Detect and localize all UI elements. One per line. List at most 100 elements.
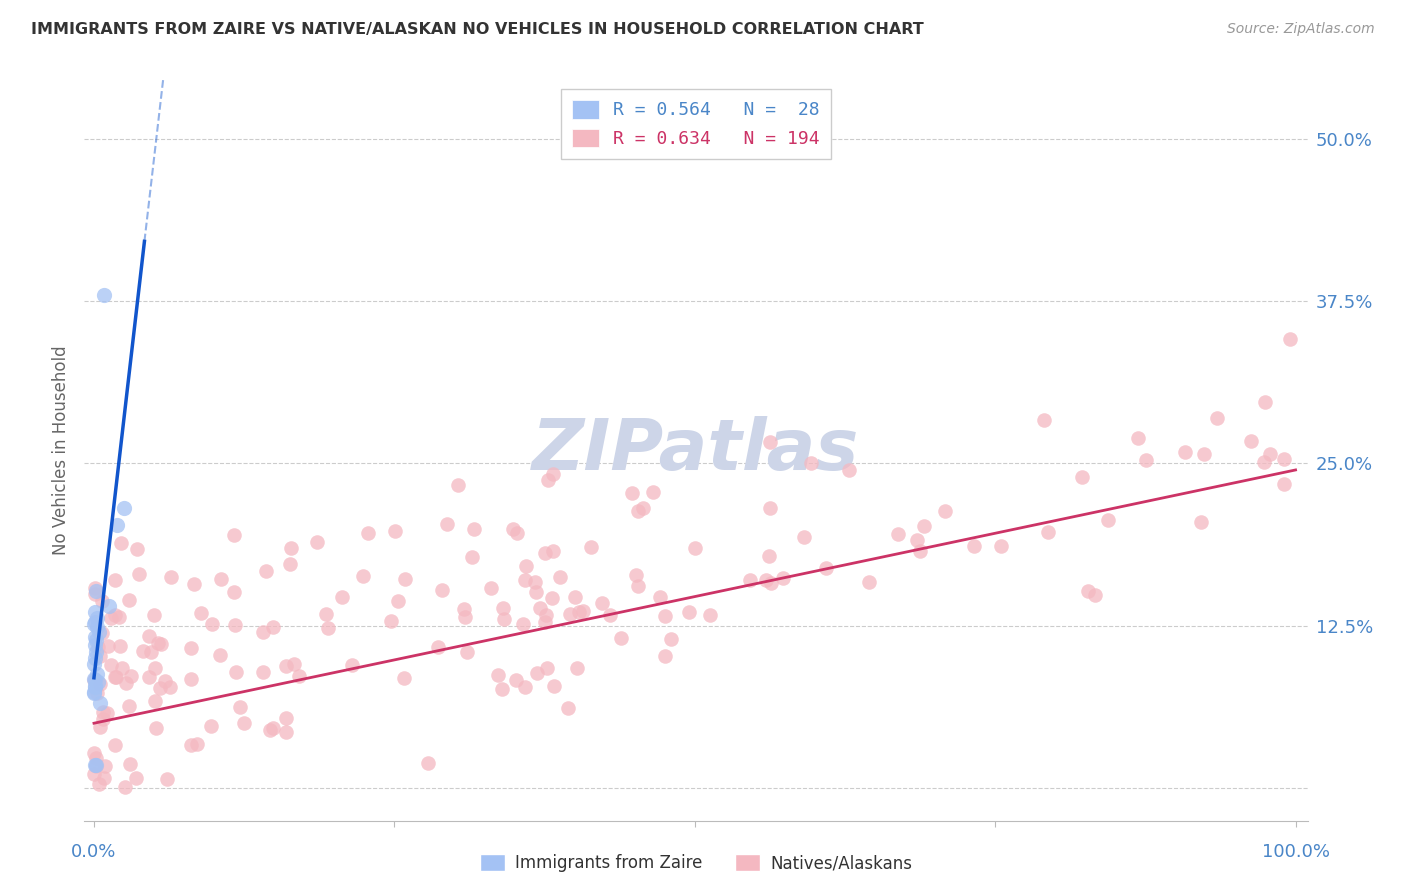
Point [447, 478, 470, 492]
Point [86, 583, 108, 598]
Point [491, 682, 513, 697]
Point [104, 670, 127, 684]
Point [87, 777, 110, 791]
Point [83, 766, 105, 780]
Point [232, 716, 254, 731]
Point [492, 600, 515, 615]
Point [104, 574, 127, 588]
Point [128, 567, 150, 582]
Point [86, 666, 108, 681]
Point [180, 673, 202, 687]
Point [515, 680, 537, 694]
Point [91, 705, 114, 719]
Point [1240, 434, 1263, 448]
Point [1097, 513, 1119, 527]
Point [772, 571, 794, 585]
Point [543, 544, 565, 558]
Point [648, 590, 671, 604]
Point [579, 541, 602, 555]
Point [1077, 584, 1099, 599]
Point [568, 605, 591, 619]
Point [84, 638, 107, 652]
Point [758, 435, 780, 450]
Point [591, 596, 613, 610]
Point [156, 772, 179, 786]
Point [543, 679, 565, 693]
Legend: Immigrants from Zaire, Natives/Alaskans: Immigrants from Zaire, Natives/Alaskans [472, 847, 920, 879]
Point [112, 501, 135, 516]
Point [209, 572, 232, 586]
Point [912, 519, 935, 533]
Point [505, 673, 527, 687]
Point [190, 606, 212, 620]
Point [683, 541, 706, 556]
Point [758, 500, 780, 515]
Point [84, 587, 107, 601]
Point [287, 669, 309, 683]
Point [963, 539, 986, 553]
Text: 100.0%: 100.0% [1261, 843, 1330, 861]
Point [513, 573, 536, 587]
Point [814, 561, 837, 575]
Point [755, 573, 778, 587]
Point [143, 694, 166, 708]
Point [83, 673, 105, 687]
Point [330, 591, 353, 605]
Point [699, 608, 721, 623]
Point [180, 739, 202, 753]
Point [83, 631, 105, 645]
Text: IMMIGRANTS FROM ZAIRE VS NATIVE/ALASKAN NO VEHICLES IN HOUSEHOLD CORRELATION CHA: IMMIGRANTS FROM ZAIRE VS NATIVE/ALASKAN … [31, 22, 924, 37]
Point [838, 463, 860, 477]
Point [262, 620, 284, 634]
Point [224, 617, 246, 632]
Point [1272, 452, 1295, 467]
Point [558, 607, 581, 621]
Point [738, 573, 761, 587]
Point [96, 706, 118, 720]
Point [183, 576, 205, 591]
Point [315, 607, 337, 622]
Point [118, 593, 141, 607]
Point [125, 541, 148, 556]
Point [627, 504, 650, 518]
Point [283, 657, 305, 671]
Point [758, 549, 780, 563]
Point [89, 696, 111, 710]
Point [105, 517, 128, 532]
Point [89, 677, 111, 691]
Point [384, 524, 406, 539]
Point [87, 625, 110, 640]
Point [259, 723, 281, 737]
Point [427, 640, 450, 655]
Point [180, 641, 202, 656]
Point [83, 686, 105, 700]
Point [97, 639, 120, 653]
Point [661, 632, 683, 646]
Point [186, 737, 208, 751]
Point [1205, 411, 1227, 425]
Point [84, 680, 107, 694]
Point [93, 287, 115, 301]
Point [274, 724, 297, 739]
Point [887, 527, 910, 541]
Point [200, 719, 222, 733]
Point [91, 626, 114, 640]
Point [461, 549, 484, 564]
Point [229, 700, 252, 714]
Point [307, 534, 329, 549]
Point [990, 539, 1012, 553]
Point [524, 575, 547, 590]
Point [565, 660, 588, 674]
Text: Source: ZipAtlas.com: Source: ZipAtlas.com [1227, 22, 1375, 37]
Point [274, 711, 297, 725]
Point [436, 517, 458, 532]
Point [280, 541, 302, 556]
Point [108, 639, 131, 653]
Point [572, 604, 595, 618]
Point [252, 624, 274, 639]
Point [145, 721, 167, 735]
Point [89, 720, 111, 734]
Text: 0.0%: 0.0% [72, 843, 117, 861]
Point [453, 610, 475, 624]
Point [86, 645, 108, 659]
